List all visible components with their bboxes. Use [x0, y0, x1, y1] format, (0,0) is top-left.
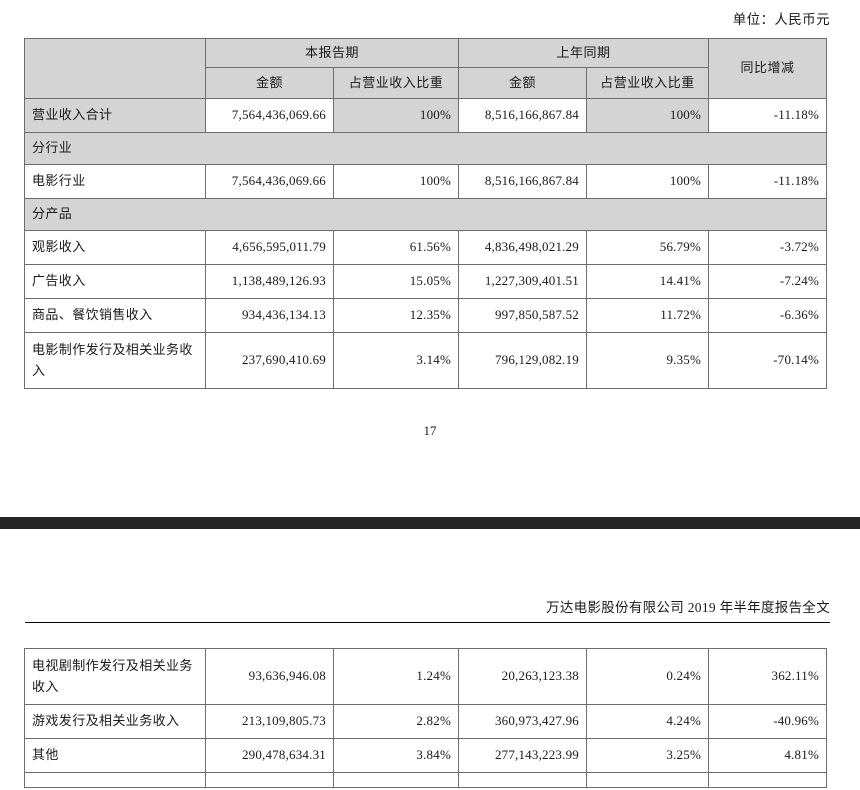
clipped-cell	[333, 772, 459, 788]
cell-current-amount: 7,564,436,069.66	[205, 98, 334, 133]
document-running-header: 万达电影股份有限公司 2019 年半年度报告全文	[546, 600, 830, 615]
cell-prior-amount: 4,836,498,021.29	[458, 230, 588, 265]
cell-prior-ratio: 9.35%	[586, 332, 710, 389]
header-prior-period: 上年同期	[458, 38, 710, 68]
unit-note: 单位：人民币元	[732, 12, 830, 27]
row-label: 游戏发行及相关业务收入	[24, 704, 206, 739]
cell-prior-ratio: 100%	[586, 164, 710, 199]
cell-prior-ratio: 3.25%	[586, 738, 709, 773]
cell-current-ratio: 100%	[332, 98, 460, 133]
cell-prior-amount: 277,143,223.99	[458, 738, 587, 773]
clipped-cell	[205, 772, 334, 788]
row-label: 电影行业	[24, 164, 206, 199]
cell-current-ratio: 61.56%	[332, 230, 460, 265]
clipped-cell	[586, 772, 709, 788]
table-header: 本报告期 上年同期 同比增减 金额 占营业收入比重 金额 占营业收入比重	[24, 38, 828, 99]
cell-yoy: -7.24%	[708, 264, 828, 299]
table-row: 电影制作发行及相关业务收入 237,690,410.69 3.14% 796,1…	[24, 332, 828, 389]
cell-prior-amount: 360,973,427.96	[458, 704, 587, 739]
revenue-breakdown-table-part2: 电视剧制作发行及相关业务收入 93,636,946.08 1.24% 20,26…	[24, 648, 827, 788]
row-label: 观影收入	[24, 230, 206, 265]
header-blank-corner	[24, 38, 206, 99]
cell-yoy: -6.36%	[708, 298, 828, 333]
header-prior-amount: 金额	[458, 67, 588, 99]
section-label: 分行业	[23, 132, 828, 165]
cell-current-amount: 1,138,489,126.93	[205, 264, 334, 299]
cell-yoy: -11.18%	[708, 98, 828, 133]
cell-yoy: 362.11%	[708, 648, 827, 705]
cell-current-amount: 4,656,595,011.79	[205, 230, 334, 265]
table-body-part1: 营业收入合计 7,564,436,069.66 100% 8,516,166,8…	[23, 98, 828, 389]
row-label: 商品、餐饮销售收入	[24, 298, 206, 333]
row-label: 电影制作发行及相关业务收入	[24, 332, 206, 389]
cell-current-ratio: 15.05%	[332, 264, 460, 299]
report-page-one: 单位：人民币元 本报告期 上年同期 同比增减 金额 占营业收入比重 金额 占营业…	[23, 12, 830, 438]
cell-current-ratio: 3.14%	[332, 332, 460, 389]
cell-yoy: -3.72%	[708, 230, 828, 265]
page-separator-bar	[0, 517, 860, 529]
header-current-amount: 金额	[205, 67, 334, 99]
cell-yoy: -11.18%	[708, 164, 828, 199]
cell-prior-amount: 997,850,587.52	[458, 298, 588, 333]
row-label: 电视剧制作发行及相关业务收入	[24, 648, 206, 705]
header-row-sub: 金额 占营业收入比重 金额 占营业收入比重	[25, 67, 827, 99]
header-prior-ratio: 占营业收入比重	[586, 67, 710, 99]
cell-current-amount: 213,109,805.73	[205, 704, 334, 739]
table-row-clipped	[24, 772, 827, 788]
cell-current-ratio: 1.24%	[333, 648, 459, 705]
cell-current-amount: 93,636,946.08	[205, 648, 334, 705]
cell-prior-amount: 1,227,309,401.51	[458, 264, 588, 299]
table-row: 商品、餐饮销售收入 934,436,134.13 12.35% 997,850,…	[24, 298, 828, 333]
cell-current-ratio: 100%	[332, 164, 460, 199]
table-row: 营业收入合计 7,564,436,069.66 100% 8,516,166,8…	[24, 98, 828, 133]
table-row: 广告收入 1,138,489,126.93 15.05% 1,227,309,4…	[24, 264, 828, 299]
cell-prior-ratio: 56.79%	[586, 230, 710, 265]
table-row: 其他 290,478,634.31 3.84% 277,143,223.99 3…	[24, 738, 827, 773]
cell-prior-amount: 8,516,166,867.84	[458, 98, 588, 133]
row-label: 广告收入	[24, 264, 206, 299]
table-row: 游戏发行及相关业务收入 213,109,805.73 2.82% 360,973…	[24, 704, 827, 739]
cell-current-amount: 934,436,134.13	[205, 298, 334, 333]
cell-prior-ratio: 100%	[586, 98, 710, 133]
section-row: 分产品	[23, 198, 828, 231]
cell-prior-amount: 8,516,166,867.84	[458, 164, 588, 199]
table-row: 观影收入 4,656,595,011.79 61.56% 4,836,498,0…	[24, 230, 828, 265]
cell-current-ratio: 2.82%	[333, 704, 459, 739]
section-row: 分行业	[23, 132, 828, 165]
row-label: 其他	[24, 738, 206, 773]
revenue-breakdown-table-part1: 本报告期 上年同期 同比增减 金额 占营业收入比重 金额 占营业收入比重 营业收…	[23, 38, 828, 389]
cell-current-ratio: 3.84%	[333, 738, 459, 773]
cell-prior-ratio: 14.41%	[586, 264, 710, 299]
section-label: 分产品	[23, 198, 828, 231]
cell-current-ratio: 12.35%	[332, 298, 460, 333]
header-row-group: 本报告期 上年同期 同比增减	[24, 38, 828, 99]
cell-prior-ratio: 0.24%	[586, 648, 709, 705]
clipped-cell	[708, 772, 827, 788]
cell-current-amount: 237,690,410.69	[205, 332, 334, 389]
cell-prior-ratio: 11.72%	[586, 298, 710, 333]
cell-prior-ratio: 4.24%	[586, 704, 709, 739]
header-current-period: 本报告期	[204, 38, 460, 68]
table-row: 电影行业 7,564,436,069.66 100% 8,516,166,867…	[24, 164, 828, 199]
clipped-cell	[24, 772, 206, 788]
cell-current-amount: 7,564,436,069.66	[205, 164, 334, 199]
header-rule	[25, 622, 830, 623]
header-current-ratio: 占营业收入比重	[332, 67, 460, 99]
table-row: 电视剧制作发行及相关业务收入 93,636,946.08 1.24% 20,26…	[24, 648, 827, 705]
cell-yoy: 4.81%	[708, 738, 827, 773]
row-label: 营业收入合计	[24, 98, 206, 133]
cell-yoy: -70.14%	[708, 332, 828, 389]
cell-prior-amount: 20,263,123.38	[458, 648, 587, 705]
cell-yoy: -40.96%	[708, 704, 827, 739]
cell-current-amount: 290,478,634.31	[205, 738, 334, 773]
clipped-cell	[458, 772, 587, 788]
table-body-part2: 电视剧制作发行及相关业务收入 93,636,946.08 1.24% 20,26…	[24, 648, 827, 788]
header-yoy-change: 同比增减	[708, 38, 828, 99]
page-number: 17	[423, 423, 437, 438]
cell-prior-amount: 796,129,082.19	[458, 332, 588, 389]
